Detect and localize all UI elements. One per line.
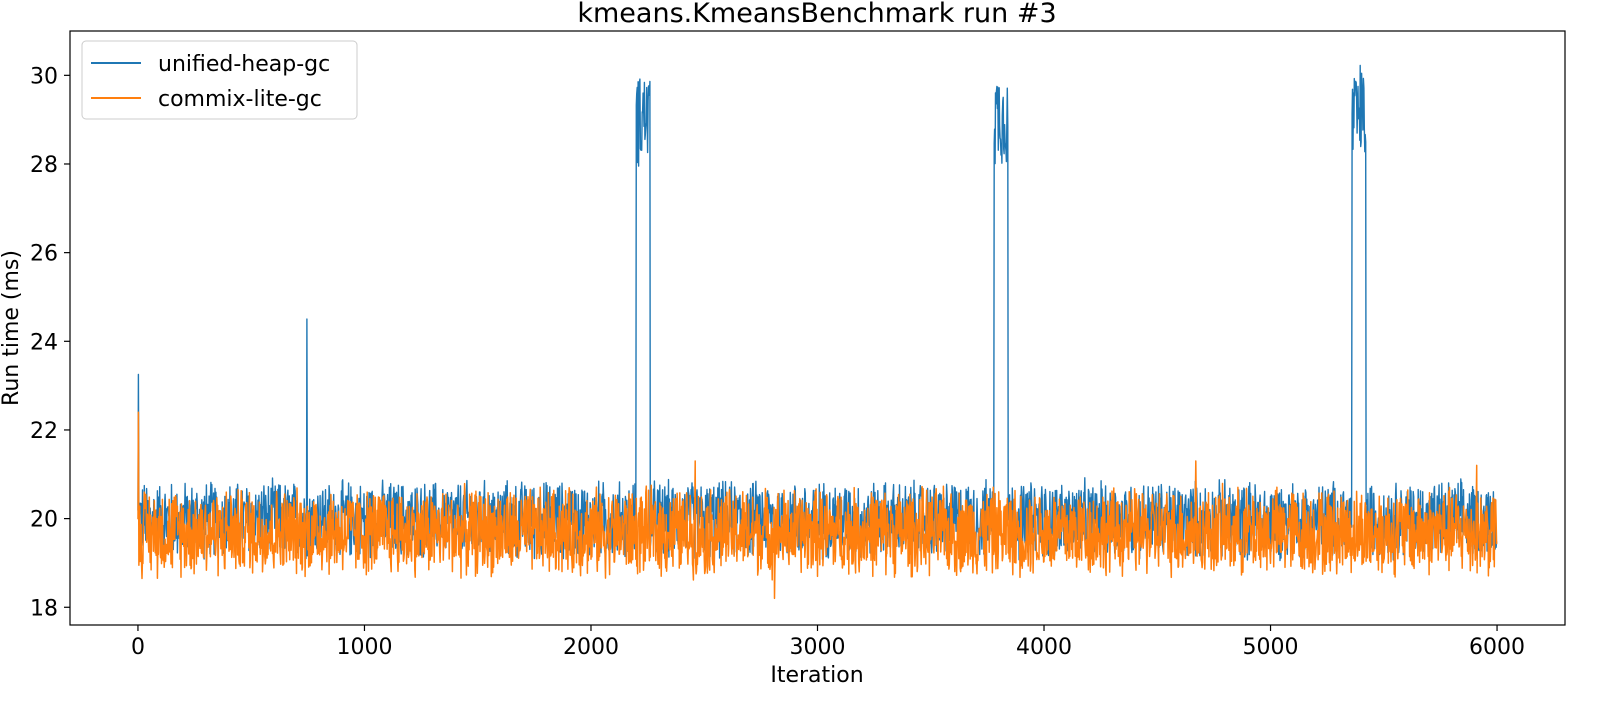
y-tick-label: 30 (30, 64, 58, 89)
x-tick-label: 3000 (790, 635, 846, 660)
x-tick-label: 6000 (1469, 635, 1525, 660)
x-tick-label: 1000 (336, 635, 392, 660)
x-axis-label: Iteration (770, 663, 863, 688)
y-tick-label: 22 (30, 419, 58, 444)
legend-label: unified-heap-gc (158, 52, 330, 77)
series-line-commix-lite-gc (137, 411, 1498, 600)
y-tick-label: 20 (30, 508, 58, 533)
legend: unified-heap-gc commix-lite-gc (81, 40, 358, 120)
x-tick-label: 0 (131, 635, 145, 660)
series-line-unified-heap-gc (137, 64, 1498, 562)
x-tick-label: 5000 (1243, 635, 1299, 660)
y-tick-label: 28 (30, 153, 58, 178)
x-tick-label: 4000 (1016, 635, 1072, 660)
y-tick-label: 26 (30, 242, 58, 267)
y-axis-label: Run time (ms) (0, 250, 24, 406)
y-tick-label: 24 (30, 330, 58, 355)
y-axis: 18 20 22 24 26 28 30 (30, 64, 70, 621)
legend-box (81, 40, 358, 120)
x-tick-label: 2000 (563, 635, 619, 660)
x-axis: 0 1000 2000 3000 4000 5000 6000 (131, 625, 1525, 660)
legend-label: commix-lite-gc (158, 87, 322, 112)
chart-title: kmeans.KmeansBenchmark run #3 (577, 0, 1056, 29)
y-tick-label: 18 (30, 596, 58, 621)
plot-area (137, 64, 1498, 600)
